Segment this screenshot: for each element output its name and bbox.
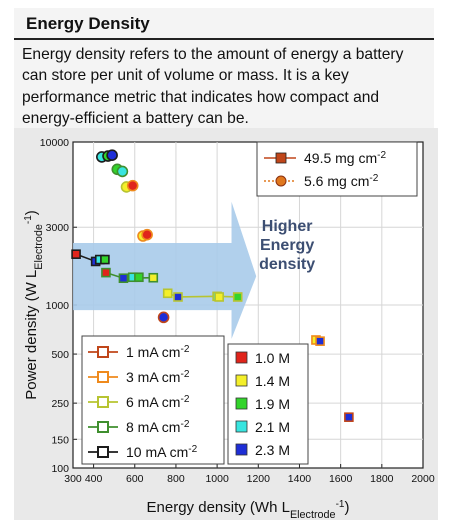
data-point-square bbox=[100, 254, 110, 265]
y-tick-label: 100 bbox=[51, 463, 69, 475]
current-legend-label: 1 mA cm-2 bbox=[126, 344, 190, 361]
data-point-square bbox=[162, 288, 173, 299]
series-connector-line bbox=[167, 292, 238, 298]
arrow-annotation: density bbox=[259, 256, 315, 273]
legend-marker-square bbox=[275, 152, 287, 164]
current-legend-label: 3 mA cm-2 bbox=[126, 369, 190, 386]
concentration-legend-label: 2.3 M bbox=[255, 442, 290, 458]
y-tick-label: 10000 bbox=[40, 137, 69, 149]
y-tick-label: 150 bbox=[51, 434, 69, 446]
section-title: Energy Density bbox=[26, 14, 150, 33]
y-axis-label-group: Power density (W LElectrode-1) bbox=[23, 210, 46, 400]
legend-marker-square bbox=[97, 446, 109, 458]
x-tick-label: 800 bbox=[167, 473, 185, 485]
loading-legend: 49.5 mg cm-2 5.6 mg cm-2 bbox=[256, 141, 418, 197]
legend-marker-square bbox=[97, 346, 109, 358]
data-point-square bbox=[134, 272, 144, 283]
x-tick-label: 1600 bbox=[329, 473, 353, 485]
legend-marker-square bbox=[97, 396, 109, 408]
concentration-legend-label: 1.0 M bbox=[255, 350, 290, 366]
section-header: Energy Density bbox=[14, 8, 434, 40]
y-tick-label: 1000 bbox=[46, 300, 70, 312]
arrow-annotation: Higher bbox=[262, 218, 313, 235]
x-tick-label: 400 bbox=[85, 473, 103, 485]
data-point-square bbox=[101, 267, 111, 278]
y-tick-label: 250 bbox=[51, 398, 69, 410]
data-point-circle bbox=[116, 165, 129, 178]
legend-color-swatch bbox=[235, 420, 248, 433]
data-point-circle bbox=[141, 228, 153, 241]
data-point-square bbox=[344, 412, 354, 422]
description-line: energy-efficient a battery can be. bbox=[22, 109, 249, 127]
data-point-square bbox=[232, 292, 243, 302]
legend-color-swatch bbox=[235, 397, 248, 410]
current-legend-label: 8 mA cm-2 bbox=[126, 419, 190, 436]
concentration-legend: 1.0 M 1.4 M 1.9 M 2.1 M 2.3 M bbox=[227, 343, 309, 465]
description-line: Energy density refers to the amount of e… bbox=[22, 46, 404, 63]
current-legend: 1 mA cm-2 3 mA cm-2 6 mA cm-2 8 mA cm-2 10 m… bbox=[81, 335, 225, 465]
description-line: performance metric that indicates how co… bbox=[22, 88, 380, 106]
data-point-circle bbox=[106, 149, 118, 161]
loading-legend-box bbox=[256, 141, 418, 197]
description-panel: Energy density refers to the amount of e… bbox=[14, 40, 434, 128]
x-tick-label: 300 bbox=[64, 473, 82, 485]
x-tick-label: 1400 bbox=[288, 473, 312, 485]
y-tick-label: 500 bbox=[51, 349, 69, 361]
concentration-legend-label: 1.9 M bbox=[255, 396, 290, 412]
loading-legend-label: 5.6 mg cm-2 bbox=[304, 173, 379, 190]
x-tick-label: 1000 bbox=[205, 473, 229, 485]
y-tick-label: 3000 bbox=[46, 222, 70, 234]
current-legend-label: 10 mA cm-2 bbox=[126, 444, 198, 461]
legend-color-swatch bbox=[235, 351, 248, 364]
legend-color-swatch bbox=[235, 374, 248, 387]
x-tick-label: 1200 bbox=[247, 473, 271, 485]
arrow-annotation: Energy bbox=[260, 237, 314, 254]
data-point-square bbox=[315, 336, 325, 346]
data-point-square bbox=[173, 292, 183, 302]
description-line: can store per unit of volume or mass. It… bbox=[22, 67, 349, 85]
data-point-square bbox=[148, 272, 159, 283]
x-tick-label: 600 bbox=[126, 473, 144, 485]
y-axis-label: Power density (W LElectrode-1) bbox=[23, 210, 46, 400]
energy-power-chart: 300 400 600 800 1000 1200 1400 1600 1800 2000 100 1… bbox=[23, 137, 435, 521]
x-axis-label: Energy density (Wh LElectrode-1) bbox=[147, 499, 350, 521]
data-point-circle bbox=[157, 311, 170, 324]
data-point-square bbox=[118, 273, 129, 284]
data-point-square bbox=[71, 249, 81, 259]
loading-legend-label: 49.5 mg cm-2 bbox=[304, 150, 386, 167]
legend-marker-square bbox=[97, 421, 109, 433]
concentration-legend-label: 1.4 M bbox=[255, 373, 290, 389]
concentration-legend-label: 2.1 M bbox=[255, 419, 290, 435]
x-tick-label: 1800 bbox=[370, 473, 394, 485]
energy-power-figure: 300 400 600 800 1000 1200 1400 1600 1800 2000 100 1… bbox=[14, 128, 438, 521]
description-text: Energy density refers to the amount of e… bbox=[22, 44, 432, 129]
legend-color-swatch bbox=[235, 443, 248, 456]
data-point-circle bbox=[126, 179, 139, 192]
current-legend-label: 6 mA cm-2 bbox=[126, 394, 190, 411]
legend-marker-circle bbox=[275, 175, 287, 187]
data-point-square bbox=[214, 292, 224, 302]
x-tick-label: 2000 bbox=[411, 473, 435, 485]
higher-energy-arrow bbox=[73, 201, 257, 339]
legend-marker-square bbox=[97, 371, 109, 383]
